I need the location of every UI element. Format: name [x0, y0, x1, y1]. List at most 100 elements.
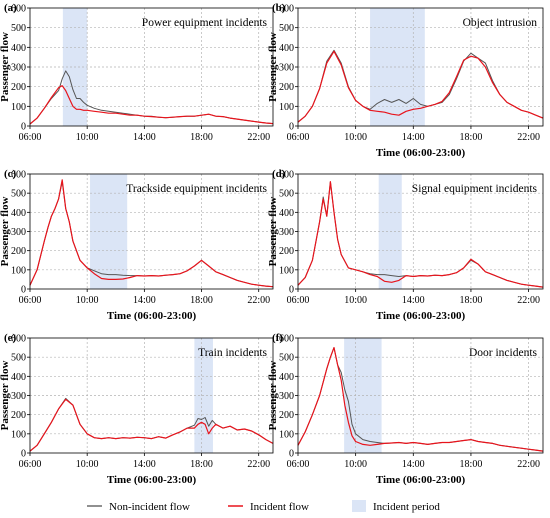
x-axis-label: Time (06:00-23:00) [376, 474, 466, 486]
series-line-incident [29, 85, 274, 125]
series-line-non-incident [29, 397, 274, 452]
x-tick-label: 14:00 [133, 132, 156, 143]
x-tick-label: 18:00 [460, 132, 483, 143]
x-tick-label: 06:00 [19, 132, 42, 143]
y-axis-label: Passenger flow [0, 32, 11, 102]
y-tick-label: 600 [11, 4, 26, 15]
panel-title: Signal equipment incidents [412, 183, 538, 195]
panel-c: 0 100 200 300 400 500 600 06:00 10:00 14:00 18:00 2… [0, 168, 274, 322]
panel-label: (c) [4, 168, 17, 180]
y-tick-label: 200 [279, 410, 294, 421]
y-tick-label: 400 [279, 372, 294, 383]
x-tick-label: 06:00 [287, 132, 310, 143]
x-tick-label: 14:00 [402, 295, 425, 306]
series-line-incident [29, 179, 274, 288]
y-tick-label: 0 [289, 122, 294, 133]
x-tick-label: 14:00 [133, 459, 156, 470]
y-tick-label: 300 [11, 227, 26, 238]
x-tick-label: 10:00 [344, 295, 367, 306]
y-tick-label: 400 [11, 43, 26, 54]
y-tick-label: 100 [279, 102, 294, 113]
y-tick-label: 500 [11, 189, 26, 200]
y-tick-label: 500 [11, 353, 26, 364]
y-tick-label: 300 [279, 63, 294, 74]
y-tick-label: 200 [11, 82, 26, 93]
y-tick-label: 400 [279, 43, 294, 54]
panel-a: 0 100 200 300 400 500 600 06:00 10:00 14:00 18:00 2… [0, 2, 274, 143]
y-axis-label: Passenger flow [0, 361, 11, 431]
x-tick-label: 22:00 [247, 295, 270, 306]
y-tick-label: 600 [11, 334, 26, 345]
x-tick-label: 10:00 [344, 459, 367, 470]
x-tick-label: 18:00 [190, 459, 213, 470]
y-tick-label: 300 [279, 391, 294, 402]
y-tick-label: 600 [279, 170, 294, 181]
y-tick-label: 100 [279, 429, 294, 440]
x-axis-label: Time (06:00-23:00) [376, 147, 466, 159]
x-tick-label: 22:00 [247, 459, 270, 470]
panel-title: Train incidents [198, 347, 267, 359]
y-tick-label: 300 [11, 63, 26, 74]
y-tick-label: 200 [11, 246, 26, 257]
y-tick-label: 100 [11, 429, 26, 440]
legend-swatch-period [352, 500, 366, 512]
y-tick-label: 500 [279, 189, 294, 200]
x-tick-label: 06:00 [287, 295, 310, 306]
panel-f: 0 100 200 300 400 500 600 06:00 10:00 14:00 18:00 2… [267, 332, 544, 486]
x-tick-label: 22:00 [517, 295, 540, 306]
series-line-non-incident [297, 181, 544, 288]
y-tick-label: 100 [279, 265, 294, 276]
x-tick-label: 06:00 [19, 295, 42, 306]
series-line-incident [29, 398, 274, 452]
y-tick-label: 400 [279, 208, 294, 219]
panel-label: (f) [272, 332, 283, 344]
panel-label: (b) [272, 2, 286, 14]
y-tick-label: 300 [11, 391, 26, 402]
x-tick-label: 22:00 [517, 132, 540, 143]
x-axis-label: Time (06:00-23:00) [376, 310, 466, 322]
x-axis-label: Time (06:00-23:00) [107, 474, 197, 486]
panel-label: (d) [272, 168, 286, 180]
y-tick-label: 600 [11, 170, 26, 181]
x-tick-label: 14:00 [402, 459, 425, 470]
legend-label-period: Incident period [373, 501, 440, 513]
y-tick-label: 300 [279, 227, 294, 238]
y-tick-label: 500 [279, 353, 294, 364]
panel-title: Trackside equipment incidents [126, 183, 267, 195]
x-tick-label: 10:00 [76, 459, 99, 470]
y-tick-label: 200 [279, 82, 294, 93]
y-axis-label: Passenger flow [267, 32, 279, 102]
x-tick-label: 22:00 [247, 132, 270, 143]
panel-title: Object intrusion [463, 17, 538, 29]
y-tick-label: 100 [11, 265, 26, 276]
y-tick-label: 400 [11, 208, 26, 219]
y-tick-label: 0 [21, 285, 26, 296]
y-tick-label: 0 [21, 122, 26, 133]
series-line-incident [297, 50, 544, 123]
x-tick-label: 18:00 [460, 295, 483, 306]
y-tick-label: 600 [279, 334, 294, 345]
y-tick-label: 200 [279, 246, 294, 257]
panel-label: (a) [4, 2, 17, 14]
y-axis-label: Passenger flow [0, 197, 11, 267]
series-line-incident [297, 181, 544, 288]
panel-b: 0 100 200 300 400 500 600 06:00 10:00 14:00 18:00 2… [267, 2, 544, 159]
y-tick-label: 0 [289, 449, 294, 460]
y-tick-label: 0 [289, 285, 294, 296]
y-tick-label: 0 [21, 449, 26, 460]
incident-period-band [90, 174, 128, 289]
x-tick-label: 14:00 [402, 132, 425, 143]
y-tick-label: 200 [11, 410, 26, 421]
legend: Non-incident flow Incident flow Incident p… [87, 500, 440, 513]
legend-label-incident: Incident flow [250, 501, 309, 513]
x-tick-label: 10:00 [76, 295, 99, 306]
series-line-incident [297, 347, 544, 452]
x-tick-label: 10:00 [344, 132, 367, 143]
y-axis-label: Passenger flow [267, 197, 279, 267]
panel-e: 0 100 200 300 400 500 600 06:00 10:00 14:00 18:00 2… [0, 332, 274, 486]
y-tick-label: 500 [279, 23, 294, 34]
legend-label-non-incident: Non-incident flow [109, 501, 190, 513]
y-tick-label: 600 [279, 4, 294, 15]
x-tick-label: 18:00 [460, 459, 483, 470]
